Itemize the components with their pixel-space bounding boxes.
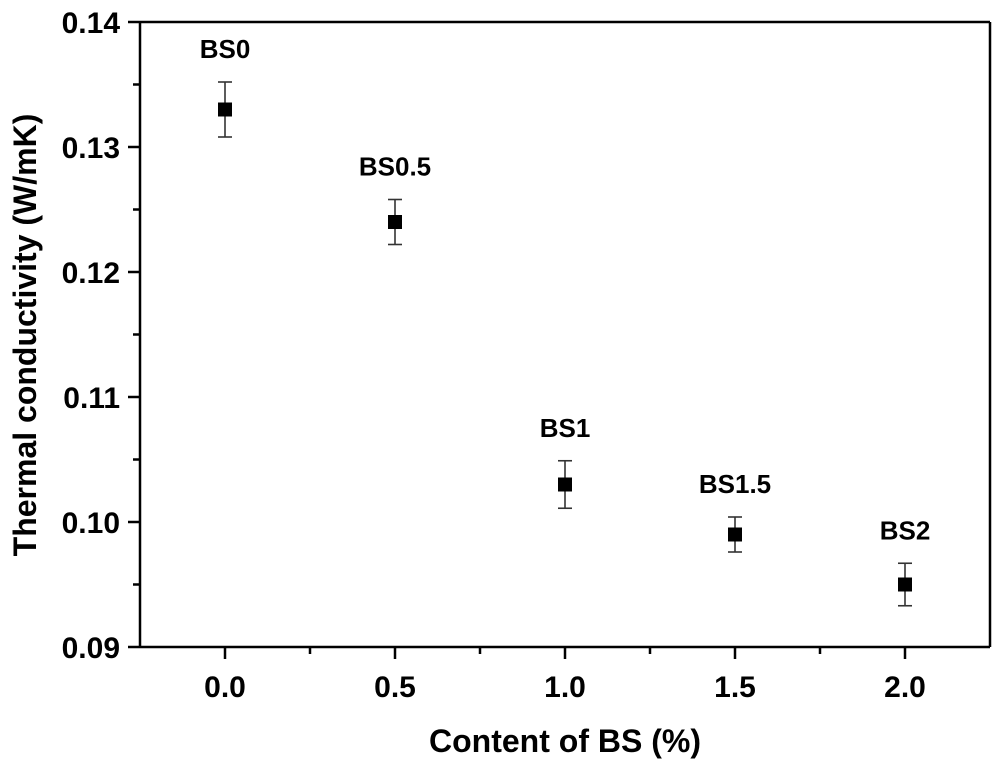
x-tick-label: 1.0 [544, 671, 586, 704]
data-point [558, 477, 572, 492]
point-label: BS1 [540, 413, 591, 443]
tick-labels: 0.0 0.5 1.0 1.5 2.0 0.09 0.10 0.11 0.12 0.13 0.14 [62, 7, 926, 704]
data-point [898, 577, 912, 592]
y-tick-label: 0.13 [62, 132, 120, 165]
x-tick-label: 0.5 [374, 671, 416, 704]
data-point [388, 215, 402, 229]
y-tick-label: 0.12 [62, 257, 120, 290]
point-label: BS0.5 [359, 152, 431, 182]
y-axis-title: Thermal conductivity (W/mK) [7, 114, 43, 557]
y-tick-label: 0.10 [62, 507, 120, 540]
point-label: BS0 [200, 34, 251, 64]
data-marks: BS0 BS0.5 BS1 BS1.5 BS2 [200, 34, 931, 607]
plot-frame [138, 20, 992, 649]
x-tick-label: 2.0 [884, 671, 926, 704]
data-point [218, 102, 232, 117]
y-tick-label: 0.09 [62, 632, 120, 665]
ticks [128, 20, 907, 659]
y-tick-label: 0.14 [62, 7, 121, 40]
point-label: BS2 [880, 515, 931, 545]
x-tick-label: 1.5 [714, 671, 756, 704]
x-tick-label: 0.0 [204, 671, 246, 704]
y-tick-label: 0.11 [63, 382, 120, 415]
point-label: BS1.5 [699, 469, 771, 499]
x-axis-title: Content of BS (%) [429, 723, 701, 759]
data-point [728, 527, 742, 542]
